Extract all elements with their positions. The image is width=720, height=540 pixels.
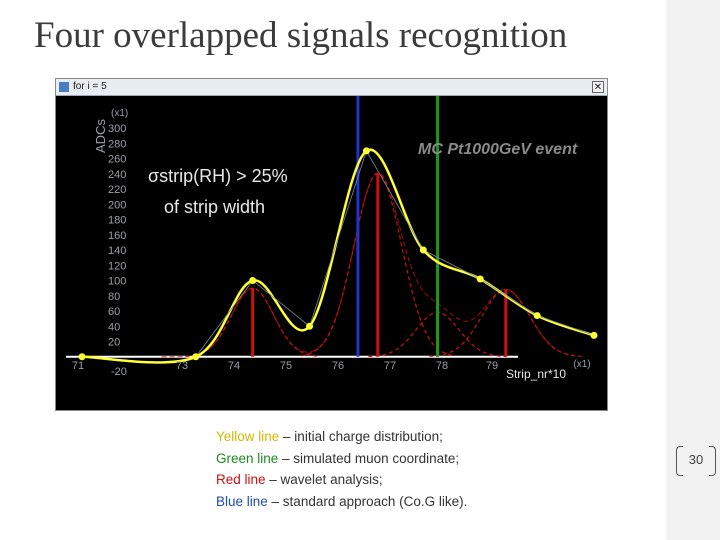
y-tick-label: 60: [108, 306, 120, 318]
legend-row-yellow: Yellow line – initial charge distributio…: [216, 426, 467, 448]
y-tick-label: 160: [108, 230, 126, 242]
x-tick-label: 79: [486, 360, 498, 372]
x-tick-label: 78: [436, 360, 448, 372]
legend-text-blue: – standard approach (Co.G like).: [267, 493, 468, 509]
window-title: for i = 5: [73, 81, 107, 92]
slide-title: Four overlapped signals recognition: [34, 15, 568, 56]
yellow-data-point: [249, 277, 257, 284]
slide-sidebar: [666, 0, 720, 540]
close-icon[interactable]: ✕: [592, 81, 604, 93]
y-tick-label: 100: [108, 276, 126, 288]
legend-key-blue: Blue line: [216, 493, 268, 509]
y-tick-label: 120: [108, 260, 126, 272]
x-tick-label: 77: [384, 360, 396, 372]
x-multiplier: (x1): [573, 359, 590, 370]
x-axis-label: Strip_nr*10: [506, 367, 566, 381]
chart-plot-area: 20 40 60 80 100 120 140 160 180 200 220 240 260 280 30…: [56, 96, 606, 409]
y-tick-label: 80: [108, 291, 120, 303]
y-tick-label: -20: [111, 366, 127, 378]
app-icon: [59, 82, 69, 92]
annotation-sigma: σstrip(RH) > 25%: [148, 166, 288, 186]
legend-key-yellow: Yellow line: [216, 429, 280, 444]
page-number-badge: 30: [676, 446, 716, 476]
x-tick-label: 73: [176, 360, 188, 372]
chart-text-layer: 20 40 60 80 100 120 140 160 180 200 220 240 260 280 30…: [72, 108, 591, 381]
legend-row-green: Green line – simulated muon coordinate;: [216, 448, 467, 470]
yellow-data-point: [533, 312, 541, 320]
y-tick-label: 20: [108, 337, 120, 349]
yellow-data-point: [78, 353, 86, 361]
y-tick-label: 280: [108, 138, 126, 150]
y-tick-label: 220: [108, 184, 126, 196]
legend: Yellow line – initial charge distributio…: [216, 426, 467, 512]
annotation-strip-width: of strip width: [164, 197, 265, 217]
event-label: MC Pt1000GeV event: [418, 141, 578, 158]
y-tick-label: 140: [108, 245, 126, 257]
reference-lines-layer: [356, 96, 440, 357]
legend-row-blue: Blue line – standard approach (Co.G like…: [216, 491, 467, 513]
y-tick-label: 300: [108, 123, 126, 135]
y-axis-label: ADCs: [93, 119, 108, 153]
x-tick-label: 74: [228, 360, 240, 372]
y-tick-label: 180: [108, 215, 126, 227]
red-wavelet-component-1: [185, 287, 320, 357]
window-titlebar[interactable]: for i = 5 ✕: [56, 79, 607, 96]
legend-key-green: Green line: [216, 450, 279, 466]
legend-key-red: Red line: [216, 472, 266, 487]
yellow-data-point: [476, 275, 484, 283]
yellow-data-point: [306, 322, 314, 330]
legend-text-green: – simulated muon coordinate;: [278, 450, 460, 466]
y-tick-label: 40: [108, 321, 120, 333]
x-tick-label: 75: [280, 360, 292, 372]
x-tick-label: 76: [332, 360, 344, 372]
legend-text-yellow: – initial charge distribution;: [279, 429, 443, 444]
yellow-data-point: [419, 246, 427, 254]
yellow-data-point: [362, 147, 370, 155]
red-wavelet-sum: [161, 172, 572, 358]
y-tick-label: 260: [108, 154, 126, 166]
chart-grid: [56, 96, 606, 409]
bracket-left-icon: [676, 446, 683, 476]
yellow-data-point: [192, 353, 200, 361]
x-tick-label: 71: [72, 360, 84, 372]
yellow-data-point: [590, 331, 598, 339]
y-multiplier: (x1): [111, 108, 128, 119]
raw-signal-polyline: [195, 149, 595, 358]
yellow-distribution-layer: [78, 147, 598, 364]
bracket-right-icon: [709, 446, 716, 476]
y-tick-label: 240: [108, 169, 126, 181]
y-tick-label: 200: [108, 199, 126, 211]
legend-text-red: – wavelet analysis;: [265, 472, 383, 487]
page-number: 30: [688, 452, 704, 467]
legend-row-red: Red line – wavelet analysis;: [216, 469, 467, 491]
